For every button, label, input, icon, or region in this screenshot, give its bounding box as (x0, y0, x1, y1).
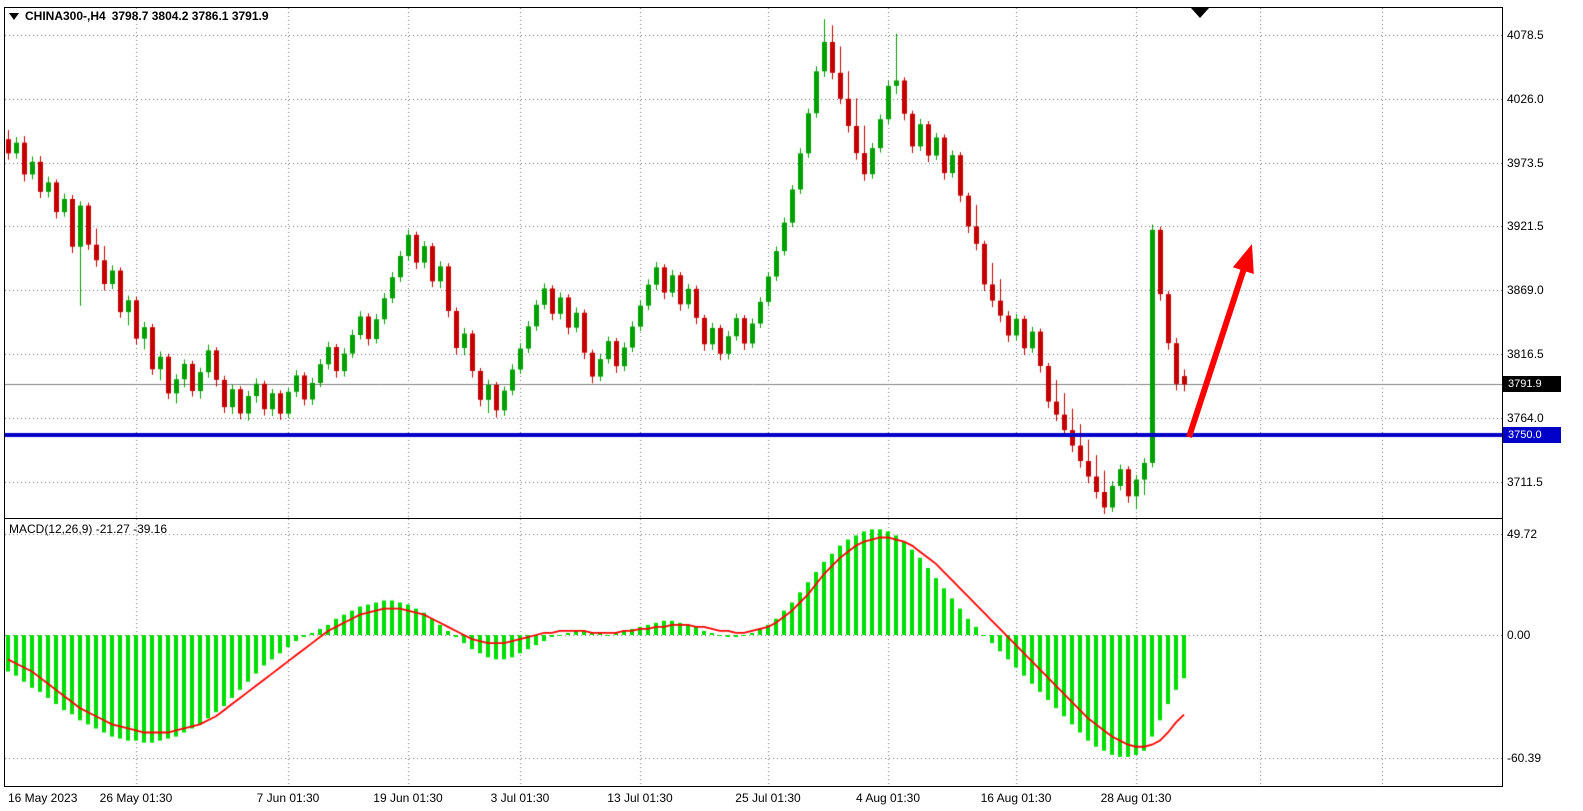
pane-separator[interactable] (4, 518, 1503, 519)
price-chart[interactable] (5, 8, 1502, 518)
macd-axis-label: 0.00 (1507, 628, 1531, 642)
time-axis-label: 16 May 2023 (8, 791, 78, 805)
time-axis-label: 4 Aug 01:30 (855, 791, 921, 805)
price-axis-label: 3711.5 (1507, 475, 1543, 490)
ohlc-values: 3798.7 3804.2 3786.1 3791.9 (111, 9, 269, 23)
current-price-badge: 3791.9 (1503, 376, 1561, 393)
chart-top-border (4, 7, 1503, 8)
symbol-triangle-icon (9, 12, 19, 20)
price-axis-label: 3921.5 (1507, 219, 1544, 234)
chart-title: CHINA300-,H4 3798.7 3804.2 3786.1 3791.9 (9, 9, 269, 23)
chart-shift-marker-icon[interactable] (1191, 8, 1209, 18)
price-axis-label: 4078.5 (1507, 28, 1544, 42)
price-axis-label: 3816.5 (1507, 347, 1544, 362)
symbol-period-label: CHINA300-,H4 (25, 9, 106, 23)
time-axis-border (4, 786, 1503, 787)
macd-indicator-chart[interactable] (5, 519, 1502, 786)
macd-values: -21.27 -39.16 (95, 522, 168, 536)
time-axis-label: 16 Aug 01:30 (980, 791, 1052, 805)
time-axis-label: 13 Jul 01:30 (607, 791, 673, 805)
time-axis-label: 28 Aug 01:30 (1100, 791, 1172, 805)
macd-axis-label: 49.72 (1507, 527, 1538, 541)
support-line-price-badge: 3750.0 (1503, 427, 1561, 444)
macd-axis-label: -60.39 (1507, 750, 1542, 765)
macd-indicator-label: MACD(12,26,9) -21.27 -39.16 (9, 522, 167, 536)
price-axis-label: 3973.5 (1507, 156, 1544, 170)
time-axis-label: 19 Jun 01:30 (373, 791, 443, 805)
chart-left-border (4, 7, 5, 787)
time-axis-label: 3 Jul 01:30 (490, 791, 550, 805)
price-axis-label: 3764.0 (1507, 411, 1544, 426)
price-axis-label: 4026.0 (1507, 92, 1544, 106)
axis-divider (1502, 7, 1503, 787)
macd-name: MACD(12,26,9) (9, 522, 93, 536)
time-axis-label: 7 Jun 01:30 (256, 791, 320, 805)
price-axis-label: 3869.0 (1507, 283, 1544, 298)
time-axis-label: 26 May 01:30 (99, 791, 173, 805)
time-axis-label: 25 Jul 01:30 (735, 791, 801, 805)
